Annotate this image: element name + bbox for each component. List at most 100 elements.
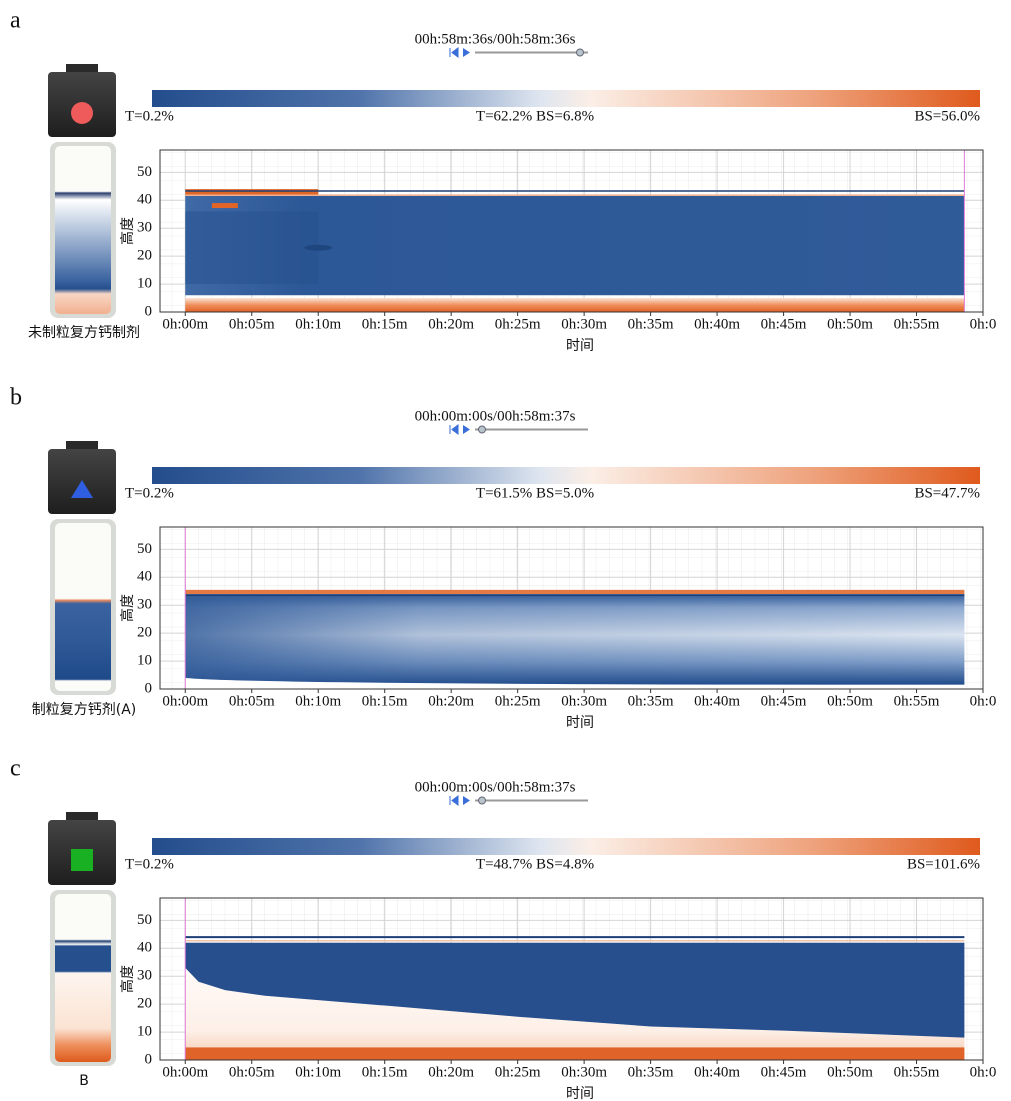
x-tick-label: 0h:25m	[495, 1064, 541, 1080]
time-readout: 00h:58m:36s/00h:58m:36s	[415, 31, 576, 47]
heatmap-band	[185, 590, 964, 594]
x-tick-label: 0h:15m	[362, 693, 408, 709]
slider-knob[interactable]	[479, 797, 486, 804]
x-tick-label: 0h:15m	[362, 316, 408, 332]
y-tick-label: 40	[137, 192, 152, 208]
x-tick-label: 0h:30m	[561, 316, 607, 332]
figure: a00h:58m:36s/00h:58m:36sT=0.2%T=62.2% BS…	[0, 0, 1011, 1101]
y-tick-label: 20	[137, 625, 152, 641]
x-tick-label: 0h:20m	[428, 693, 474, 709]
x-tick-label: 0h:30m	[561, 1064, 607, 1080]
y-tick-label: 30	[137, 968, 152, 984]
x-axis-label: 时间	[566, 1086, 594, 1101]
x-axis-label: 时间	[566, 338, 594, 354]
y-tick-label: 20	[137, 996, 152, 1012]
panel-letter: b	[10, 385, 22, 411]
x-tick-label: 0h:20m	[428, 316, 474, 332]
x-tick-label: 0h:0	[970, 1064, 997, 1080]
x-tick-label: 0h:25m	[495, 693, 541, 709]
colorbar-left-label: T=0.2%	[125, 485, 174, 501]
x-tick-label: 0h:05m	[229, 693, 275, 709]
vial-marker	[71, 849, 93, 871]
heatmap-band	[185, 1047, 964, 1060]
x-tick-label: 0h:05m	[229, 316, 275, 332]
colorbar-right-label: BS=56.0%	[914, 108, 980, 124]
slider-knob[interactable]	[577, 49, 584, 56]
play-button[interactable]	[463, 48, 470, 57]
colorbar-middle-label: T=62.2% BS=6.8%	[476, 108, 594, 124]
x-tick-label: 0h:50m	[827, 693, 873, 709]
x-tick-label: 0h:00m	[162, 1064, 208, 1080]
y-axis-label: 高度	[119, 217, 136, 245]
y-tick-label: 40	[137, 569, 152, 585]
x-tick-label: 0h:40m	[694, 1064, 740, 1080]
x-tick-label: 0h:45m	[761, 693, 807, 709]
colorbar	[152, 467, 980, 484]
rewind-button[interactable]	[450, 796, 458, 805]
sample-label: 未制粒复方钙制剂	[28, 324, 140, 341]
vial-content	[55, 894, 111, 1062]
page: {"panels": [ {"label": "a", "time": "00h…	[0, 0, 1011, 1101]
colorbar-middle-label: T=48.7% BS=4.8%	[476, 856, 594, 872]
colorbar-middle-label: T=61.5% BS=5.0%	[476, 485, 594, 501]
heatmap-band	[185, 594, 964, 685]
y-tick-label: 30	[137, 220, 152, 236]
vial-marker	[71, 102, 93, 124]
y-tick-label: 50	[137, 912, 152, 928]
x-tick-label: 0h:20m	[428, 1064, 474, 1080]
x-tick-label: 0h:35m	[628, 316, 674, 332]
y-tick-label: 30	[137, 597, 152, 613]
x-tick-label: 0h:10m	[295, 1064, 341, 1080]
x-tick-label: 0h:00m	[162, 316, 208, 332]
heatmap-spot	[212, 203, 238, 208]
x-tick-label: 0h:45m	[761, 316, 807, 332]
play-button[interactable]	[463, 425, 470, 434]
vial-content	[55, 146, 111, 314]
y-tick-label: 10	[137, 653, 152, 669]
y-tick-label: 0	[145, 1051, 153, 1067]
y-axis-label: 高度	[119, 965, 136, 993]
colorbar	[152, 90, 980, 107]
heatmap-band	[185, 211, 318, 284]
slider-knob[interactable]	[479, 426, 486, 433]
rewind-button[interactable]	[450, 48, 458, 57]
time-readout: 00h:00m:00s/00h:58m:37s	[415, 408, 576, 424]
sample-label: 制粒复方钙剂(A)	[32, 701, 137, 718]
x-tick-label: 0h:30m	[561, 693, 607, 709]
play-button[interactable]	[463, 796, 470, 805]
heatmap-band	[185, 298, 964, 312]
colorbar-left-label: T=0.2%	[125, 856, 174, 872]
vial-content	[55, 523, 111, 691]
x-tick-label: 0h:25m	[495, 316, 541, 332]
y-tick-label: 40	[137, 940, 152, 956]
x-tick-label: 0h:05m	[229, 1064, 275, 1080]
colorbar	[152, 838, 980, 855]
y-tick-label: 50	[137, 541, 152, 557]
colorbar-right-label: BS=47.7%	[914, 485, 980, 501]
x-tick-label: 0h:40m	[694, 316, 740, 332]
time-readout: 00h:00m:00s/00h:58m:37s	[415, 779, 576, 795]
x-tick-label: 0h:0	[970, 693, 997, 709]
panel-letter: c	[10, 756, 21, 782]
x-tick-label: 0h:35m	[628, 1064, 674, 1080]
x-tick-label: 0h:15m	[362, 1064, 408, 1080]
x-axis-label: 时间	[566, 715, 594, 731]
x-tick-label: 0h:10m	[295, 316, 341, 332]
y-tick-label: 20	[137, 248, 152, 264]
x-tick-label: 0h:55m	[894, 693, 940, 709]
colorbar-right-label: BS=101.6%	[907, 856, 980, 872]
x-tick-label: 0h:45m	[761, 1064, 807, 1080]
y-tick-label: 50	[137, 164, 152, 180]
y-tick-label: 10	[137, 1024, 152, 1040]
x-tick-label: 0h:55m	[894, 1064, 940, 1080]
y-axis-label: 高度	[119, 594, 136, 622]
rewind-button[interactable]	[450, 425, 458, 434]
x-tick-label: 0h:40m	[694, 693, 740, 709]
panel: c 00h:00m:00s/00h:58m:37s T=0.2% T=48.7% BS…	[10, 756, 996, 1101]
y-tick-label: 0	[145, 680, 153, 696]
x-tick-label: 0h:55m	[894, 316, 940, 332]
x-tick-label: 0h:50m	[827, 1064, 873, 1080]
heatmap-spot	[304, 245, 332, 251]
panel: b 00h:00m:00s/00h:58m:37s T=0.2% T=61.5% BS…	[10, 385, 996, 732]
